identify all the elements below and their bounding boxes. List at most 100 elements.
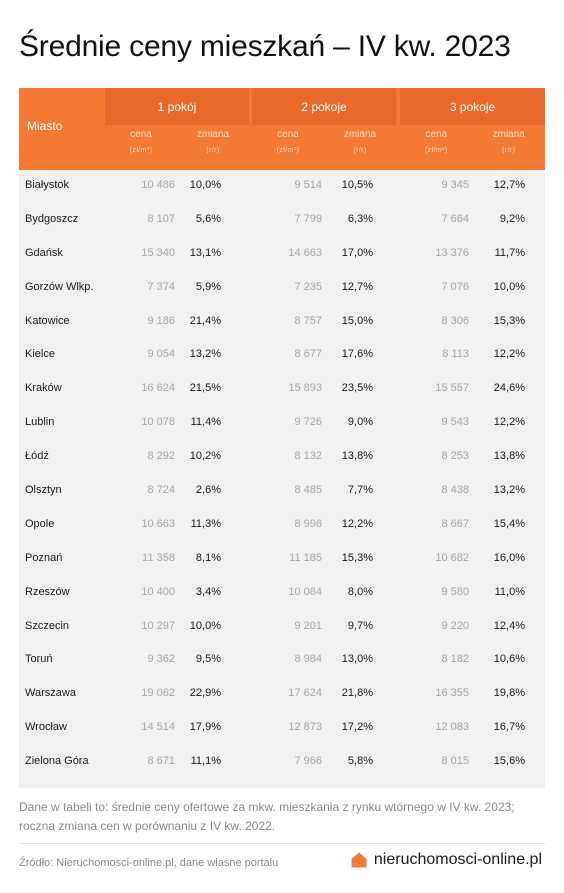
table-row: Kraków 16 624 21,5% 15 893 23,5% 15 557 24,6% (19, 381, 545, 415)
table-row: Gorzów Wlkp. 7 374 5,9% 7 235 12,7% 7 076 10,0… (19, 280, 545, 314)
price-cell: 8 485 (294, 484, 322, 497)
group-3-rooms: 3 pokoje cena (zł/m²) zmiana (r/r) (400, 88, 545, 170)
price-cell: 9 543 (441, 416, 469, 429)
city-cell: Poznań (25, 551, 63, 564)
price-cell: 12 873 (288, 721, 322, 734)
city-cell: Rzeszów (25, 585, 70, 598)
change-cell: 21,4% (189, 314, 221, 327)
price-cell: 14 514 (141, 721, 175, 734)
price-cell: 9 186 (147, 314, 175, 327)
change-cell: 3,4% (195, 585, 221, 598)
change-cell: 5,9% (195, 280, 221, 293)
change-cell: 2,6% (195, 484, 221, 497)
change-cell: 11,7% (494, 246, 525, 259)
price-cell: 17 624 (288, 687, 322, 700)
change-cell: 15,3% (341, 551, 373, 564)
change-cell: 21,5% (189, 382, 221, 395)
price-cell: 9 201 (294, 619, 322, 632)
change-cell: 5,6% (195, 212, 221, 225)
table-row: Łódź 8 292 10,2% 8 132 13,8% 8 253 13,8% (19, 449, 545, 483)
table-row: Kielce 9 054 13,2% 8 677 17,6% 8 113 12,2% (19, 347, 545, 381)
price-cell: 8 677 (294, 348, 322, 361)
price-subheader: cena (zł/m²) (424, 129, 448, 154)
table-note: Dane w tabeli to: średnie ceny ofertowe … (19, 800, 515, 833)
price-cell: 8 757 (294, 314, 322, 327)
price-cell: 10 400 (141, 585, 175, 598)
group-label: 1 pokój (105, 88, 249, 125)
city-cell: Lublin (25, 416, 55, 429)
price-cell: 16 355 (435, 687, 469, 700)
change-subheader: zmiana (r/r) (492, 129, 525, 154)
city-cell: Toruń (25, 653, 53, 666)
change-cell: 13,0% (341, 653, 373, 666)
change-cell: 17,9% (189, 721, 221, 734)
change-cell: 13,2% (493, 484, 525, 497)
price-cell: 10 084 (288, 585, 322, 598)
city-cell: Warszawa (25, 687, 76, 700)
city-cell: Opole (25, 517, 55, 530)
price-cell: 7 966 (294, 755, 322, 768)
change-cell: 19,8% (493, 687, 525, 700)
brand-logo[interactable]: nieruchomosci-online.pl (350, 851, 542, 869)
price-cell: 10 486 (141, 179, 175, 191)
price-cell: 8 724 (147, 484, 175, 497)
city-cell: Wrocław (25, 721, 67, 734)
change-cell: 7,7% (347, 484, 373, 497)
change-cell: 17,6% (341, 348, 373, 361)
change-cell: 12,2% (341, 517, 373, 530)
city-cell: Katowice (25, 314, 70, 327)
change-cell: 24,6% (493, 382, 525, 395)
house-icon (351, 852, 367, 868)
price-cell: 7 374 (147, 280, 175, 293)
table-row: Zielona Góra 8 671 11,1% 7 966 5,8% 8 015 15,6… (19, 754, 545, 788)
city-cell: Gdańsk (25, 246, 63, 259)
price-cell: 8 996 (294, 517, 322, 530)
price-cell: 9 726 (294, 416, 322, 429)
city-cell: Bydgoszcz (25, 212, 79, 225)
price-cell: 13 376 (435, 246, 469, 259)
change-cell: 13,8% (341, 450, 373, 463)
change-cell: 15,4% (493, 517, 525, 530)
change-cell: 15,0% (341, 314, 373, 327)
city-cell: Szczecin (25, 619, 70, 632)
price-cell: 7 664 (441, 212, 469, 225)
price-cell: 8 015 (441, 755, 469, 768)
price-cell: 8 984 (294, 653, 322, 666)
price-cell: 16 624 (141, 382, 175, 395)
price-cell: 15 340 (141, 246, 175, 259)
price-cell: 8 182 (441, 653, 469, 666)
divider (19, 843, 545, 844)
change-cell: 10,2% (189, 450, 221, 463)
change-cell: 9,0% (347, 416, 373, 429)
table-row: Katowice 9 186 21,4% 8 757 15,0% 8 306 15,3% (19, 314, 545, 348)
price-cell: 10 078 (141, 416, 175, 429)
price-cell: 9 054 (147, 348, 175, 361)
price-cell: 7 799 (294, 212, 322, 225)
table-row: Olsztyn 8 724 2,6% 8 485 7,7% 8 438 13,2% (19, 483, 545, 517)
price-cell: 8 671 (147, 755, 175, 768)
price-cell: 9 514 (294, 179, 322, 191)
source-text: Źródło: Nieruchomosci-online.pl, dane wł… (19, 857, 279, 869)
price-cell: 9 345 (441, 179, 469, 191)
city-column-header: Miasto (27, 119, 63, 133)
price-cell: 8 253 (441, 450, 469, 463)
city-cell: Olsztyn (25, 484, 62, 497)
table-row: Bydgoszcz 8 107 5,6% 7 799 6,3% 7 664 9,2% (19, 212, 545, 246)
change-cell: 11,1% (190, 755, 221, 768)
change-cell: 12,2% (493, 348, 525, 361)
change-cell: 21,8% (341, 687, 373, 700)
price-cell: 7 076 (441, 280, 469, 293)
city-cell: Gorzów Wlkp. (25, 280, 94, 293)
price-cell: 7 235 (294, 280, 322, 293)
change-cell: 12,2% (493, 416, 525, 429)
group-2-rooms: 2 pokoje cena (zł/m²) zmiana (r/r) (252, 88, 396, 170)
change-cell: 17,0% (341, 246, 373, 259)
change-cell: 17,2% (341, 721, 373, 734)
price-cell: 15 557 (435, 382, 469, 395)
change-cell: 16,0% (493, 551, 525, 564)
price-table: Miasto 1 pokój cena (zł/m²) zmiana (r/r) 2… (19, 88, 545, 788)
price-cell: 9 220 (441, 619, 469, 632)
change-cell: 9,5% (195, 653, 221, 666)
table-row: Białystok 10 486 10,0% 9 514 10,5% 9 345 12,7% (19, 178, 545, 212)
price-cell: 11 358 (142, 551, 175, 564)
